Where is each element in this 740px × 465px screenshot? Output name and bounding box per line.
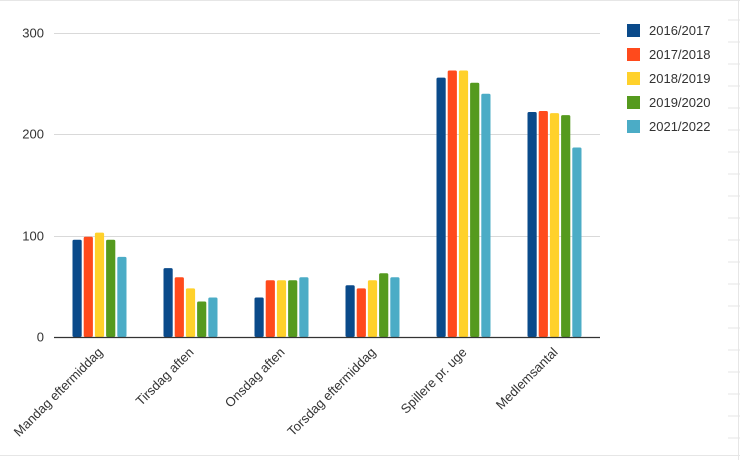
bar-2-5: [208, 297, 218, 337]
bar-4-4: [379, 273, 389, 337]
bar-2-1: [163, 268, 173, 337]
bar-5-4: [470, 82, 480, 337]
bar-6-5: [572, 147, 582, 337]
bar-1-2: [83, 236, 93, 337]
bars: [72, 70, 582, 337]
bar-6-1: [527, 112, 537, 337]
legend-swatch: [627, 72, 640, 85]
x-category-label: Torsdag eftermiddag: [284, 345, 378, 439]
bar-3-5: [299, 277, 309, 337]
bar-3-1: [254, 297, 264, 337]
bar-1-4: [106, 239, 116, 337]
bar-2-2: [174, 277, 184, 337]
x-category-label: Medlemsantal: [493, 344, 561, 412]
bar-5-3: [458, 70, 469, 337]
bar-5-1: [436, 77, 446, 337]
legend-swatch: [627, 48, 640, 61]
x-category-label: Tirsdag aften: [133, 345, 197, 409]
bar-2-3: [185, 288, 196, 337]
bar-4-5: [390, 277, 400, 337]
y-tick-label: 300: [22, 26, 44, 41]
legend-label: 2021/2022: [649, 119, 710, 134]
bar-4-3: [367, 280, 378, 337]
bar-2-4: [197, 301, 207, 337]
bar-1-5: [117, 256, 127, 337]
bar-5-2: [447, 70, 457, 337]
legend-swatch: [627, 120, 640, 133]
y-tick-label: 200: [22, 127, 44, 142]
legend-label: 2017/2018: [649, 47, 710, 62]
legend-label: 2019/2020: [649, 95, 710, 110]
bar-1-1: [72, 239, 82, 337]
x-axis-labels: Mandag eftermiddag Tirsdag aften Onsdag af…: [11, 344, 561, 439]
x-category-label: Spillere pr. uge: [398, 345, 470, 417]
bar-6-2: [538, 111, 548, 337]
bar-3-3: [276, 280, 287, 337]
legend-swatch: [627, 24, 640, 37]
x-category-label: Onsdag aften: [222, 345, 288, 411]
bar-3-4: [288, 280, 298, 337]
bar-6-3: [549, 113, 560, 337]
x-category-label: Mandag eftermiddag: [11, 345, 106, 440]
y-tick-label: 100: [22, 229, 44, 244]
legend-label: 2016/2017: [649, 23, 710, 38]
legend-swatch: [627, 96, 640, 109]
gridlines: [54, 33, 600, 237]
bar-3-2: [265, 280, 275, 337]
y-axis-ticks: 0 100 200 300: [22, 26, 44, 345]
legend: 2016/2017 2017/2018 2018/2019 2019/2020 2021…: [627, 23, 710, 134]
bar-6-4: [561, 115, 571, 337]
y-tick-label: 0: [37, 330, 44, 345]
bar-1-3: [94, 232, 105, 337]
bar-4-2: [356, 288, 366, 337]
bar-5-5: [481, 93, 491, 337]
bar-4-1: [345, 285, 355, 337]
legend-label: 2018/2019: [649, 71, 710, 86]
